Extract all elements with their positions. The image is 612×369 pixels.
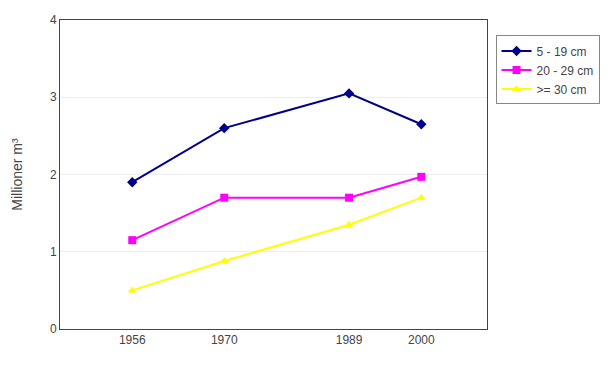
svg-text:3: 3 <box>50 90 57 104</box>
svg-text:20 - 29 cm: 20 - 29 cm <box>537 64 594 78</box>
svg-text:2: 2 <box>50 168 57 182</box>
svg-text:5 - 19 cm: 5 - 19 cm <box>537 45 587 59</box>
svg-text:1970: 1970 <box>211 333 238 347</box>
svg-text:4: 4 <box>50 13 57 27</box>
svg-text:1989: 1989 <box>336 333 363 347</box>
svg-text:>= 30 cm: >= 30 cm <box>537 83 587 97</box>
svg-text:Millioner m³: Millioner m³ <box>9 138 25 211</box>
svg-text:2000: 2000 <box>408 333 435 347</box>
svg-text:0: 0 <box>50 322 57 336</box>
svg-text:1956: 1956 <box>119 333 146 347</box>
svg-text:1: 1 <box>50 245 57 259</box>
